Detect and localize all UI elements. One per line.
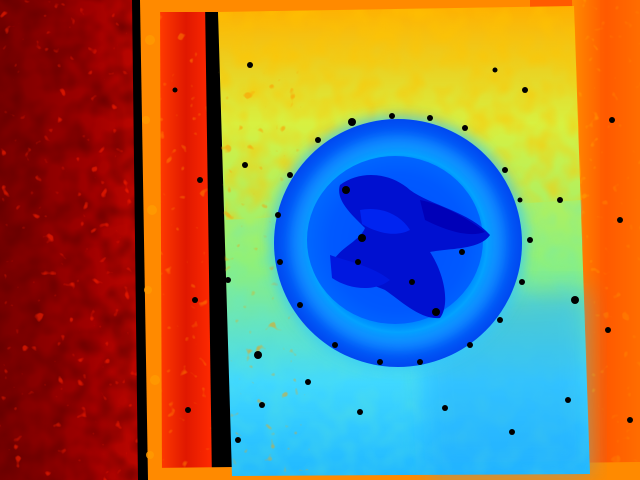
sign-center-object: [330, 174, 490, 319]
invalid-depth-strip-board-edge: [205, 0, 232, 480]
invalid-depth-speckles: [172, 62, 633, 443]
